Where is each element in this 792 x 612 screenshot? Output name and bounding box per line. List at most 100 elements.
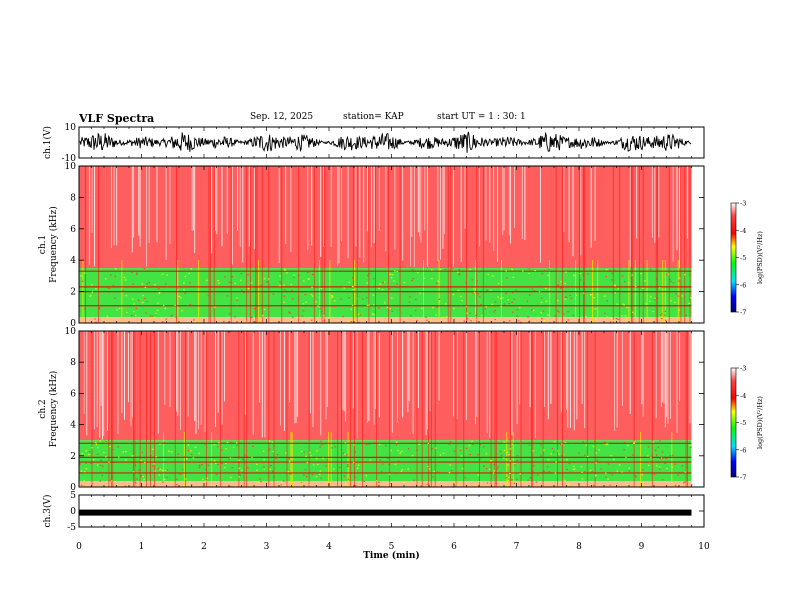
spectrogram-speckle (240, 272, 243, 275)
spectrogram-speckle (291, 316, 294, 318)
spectrogram-speckle (584, 454, 586, 456)
spectrogram-speckle (384, 302, 386, 304)
spectrogram-speckle (564, 298, 567, 300)
spectrogram-speckle (257, 481, 260, 484)
spectrogram-speckle (396, 270, 398, 273)
spectrogram-speckle (315, 457, 318, 460)
spectrogram-speckle (108, 287, 110, 289)
spectrogram-speckle (554, 315, 556, 317)
spectrogram-speckle (206, 477, 209, 479)
spectrogram-speckle (659, 457, 661, 459)
spectrogram-speckle (283, 289, 286, 291)
spectrogram-speckle (177, 321, 179, 323)
spectrogram-speckle (533, 290, 536, 292)
spectrogram-speckle (605, 275, 607, 278)
spectrogram-speckle (664, 310, 667, 313)
spectrogram-speckle (395, 444, 398, 446)
spectrogram-speckle (352, 461, 355, 463)
spectrogram-speckle (148, 281, 151, 284)
ch1-spec-ytick-label: 8 (70, 193, 76, 203)
spectrogram-speckle (171, 482, 174, 484)
spectrogram-speckle (690, 297, 692, 299)
spectrogram-speckle (238, 476, 240, 478)
spectrogram-speckle (413, 479, 415, 481)
spectrogram-speckle (112, 284, 115, 287)
spectrogram-speckle (566, 468, 568, 471)
spectrogram-speckle (389, 461, 391, 463)
spectrogram-speckle (372, 304, 375, 306)
spectrogram-speckle (151, 317, 153, 319)
spectrogram-speckle (465, 447, 468, 449)
spectrogram-speckle (134, 482, 137, 484)
spectrogram-speckle (656, 278, 658, 280)
spectrogram-speckle (250, 316, 253, 318)
spectrogram-speckle (558, 321, 561, 323)
x-tick-label: 3 (264, 542, 270, 552)
spectrogram-speckle (202, 478, 204, 480)
spectrogram-speckle (293, 274, 295, 276)
spectrogram-speckle (263, 459, 265, 461)
spectrogram-speckle (540, 312, 543, 314)
colorbar-tick-label: -3 (740, 365, 746, 373)
spectrogram-speckle (575, 294, 578, 296)
spectrogram-speckle (661, 313, 663, 315)
spectrogram-speckle (394, 463, 397, 465)
spectrogram-speckle (105, 456, 107, 458)
ch2-spec-ytick-label: 10 (65, 327, 77, 337)
spectrogram-speckle (354, 485, 357, 487)
spectrogram-speckle (584, 471, 586, 473)
spectrogram-speckle (122, 289, 124, 291)
x-tick-label: 10 (698, 542, 710, 552)
spectrogram-speckle (559, 444, 562, 446)
spectrogram-speckle (144, 286, 147, 289)
spectrogram-speckle (659, 440, 661, 442)
spectrogram-speckle (304, 294, 307, 296)
spectrogram-speckle (292, 276, 295, 279)
spectrogram-speckle (381, 289, 384, 291)
spectrogram-speckle (149, 315, 152, 317)
spectrogram-speckle (647, 446, 650, 448)
ch1-spec-ytick-label: 6 (70, 225, 76, 235)
spectrogram-speckle (503, 441, 505, 443)
spectrogram-speckle (551, 447, 554, 449)
spectrogram-speckle (246, 455, 248, 457)
spectrogram-speckle (395, 441, 398, 443)
spectrogram-speckle (269, 468, 271, 470)
spectrogram-speckle (110, 476, 113, 478)
spectrogram-speckle (640, 272, 642, 275)
spectrogram-speckle (305, 301, 307, 303)
spectrogram-speckle (84, 308, 86, 310)
spectrogram-speckle (229, 461, 231, 463)
spectrogram-speckle (99, 464, 102, 467)
spectrogram-speckle (460, 295, 462, 298)
spectrogram-speckle (566, 459, 568, 461)
spectrogram-speckle (403, 481, 406, 483)
spectrogram-speckle (527, 479, 530, 481)
spectrogram-speckle (311, 286, 313, 288)
spectrogram-speckle (477, 293, 480, 295)
spectrogram-speckle (660, 457, 663, 459)
spectrogram-speckle (453, 270, 455, 272)
spectrogram-speckle (584, 472, 586, 474)
spectrogram-speckle (183, 289, 185, 291)
spectrogram-speckle (534, 270, 536, 272)
spectrogram-speckle (528, 272, 530, 275)
spectrogram-speckle (511, 268, 513, 271)
spectrogram-speckle (634, 313, 636, 315)
spectrogram-speckle (490, 460, 492, 462)
spectrogram-speckle (674, 301, 676, 304)
spectrogram-speckle (453, 482, 456, 484)
spectrogram-speckle (475, 314, 477, 317)
ch1-ytick-label: 10 (65, 123, 77, 133)
spectrogram-speckle (234, 282, 237, 284)
ch2-spec-ytick-label: 8 (70, 358, 76, 368)
colorbar-tick-label: -6 (740, 446, 746, 454)
spectrogram-speckle (604, 312, 606, 314)
spectrogram-speckle (270, 320, 272, 322)
spectrogram-speckle (357, 464, 360, 466)
spectrogram-speckle (320, 311, 323, 313)
spectrogram-speckle (458, 273, 461, 275)
spectrogram-speckle (521, 481, 524, 483)
spectrogram-low-band (79, 317, 692, 323)
spectrogram-speckle (416, 449, 418, 451)
